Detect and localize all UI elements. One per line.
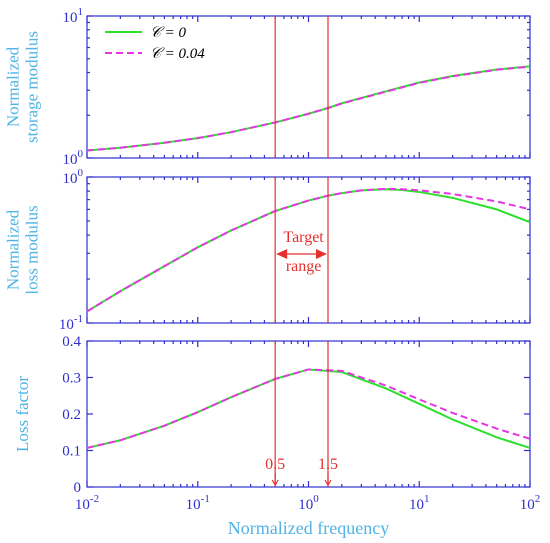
y-tick-label: 0.3 — [62, 371, 81, 387]
y-axis-label: Normalized — [4, 209, 23, 290]
y-tick-label: 0.2 — [62, 407, 81, 423]
arrowhead-right — [316, 249, 328, 259]
y-axis-label: Normalized — [4, 46, 23, 127]
target-label: Target — [283, 229, 324, 246]
target-value-label: 1.5 — [318, 456, 338, 473]
x-tick-label: 100 — [298, 493, 319, 513]
target-down-arrow — [324, 479, 332, 487]
x-axis-label: Normalized frequency — [228, 518, 389, 538]
arrowhead-left — [276, 249, 288, 259]
y-axis-label: storage modulus — [23, 31, 42, 143]
series-line-c0 — [86, 65, 531, 152]
y-axis-label: Loss factor — [13, 376, 32, 452]
plot-area-2 — [86, 176, 531, 324]
y-tick-label: 100 — [63, 167, 84, 187]
y-tick-label: 10-1 — [59, 313, 83, 333]
series-line-c0 — [86, 368, 531, 449]
series-line-c004 — [86, 65, 531, 152]
y-tick-label: 101 — [63, 6, 84, 26]
y-tick-label: 0.4 — [62, 334, 81, 350]
x-tick-label: 101 — [409, 493, 430, 513]
series-line-c004 — [86, 368, 531, 449]
y-tick-label: 0 — [74, 480, 82, 496]
target-value-label: 0.5 — [265, 456, 285, 473]
target-label: range — [286, 258, 322, 275]
legend-entry: 𝒞 = 0.04 — [150, 46, 205, 62]
x-tick-label: 102 — [520, 493, 541, 513]
y-tick-label: 0.1 — [62, 444, 81, 460]
series-line-c0 — [86, 188, 531, 313]
y-axis-label: loss modulus — [23, 205, 42, 294]
plot-area-3 — [86, 340, 531, 488]
x-tick-label: 10-2 — [75, 493, 99, 513]
legend-entry: 𝒞 = 0 — [150, 25, 187, 41]
target-down-arrow — [271, 479, 279, 487]
series-line-c004 — [86, 187, 531, 313]
x-tick-label: 10-1 — [186, 493, 210, 513]
y-tick-label: 100 — [63, 148, 84, 168]
